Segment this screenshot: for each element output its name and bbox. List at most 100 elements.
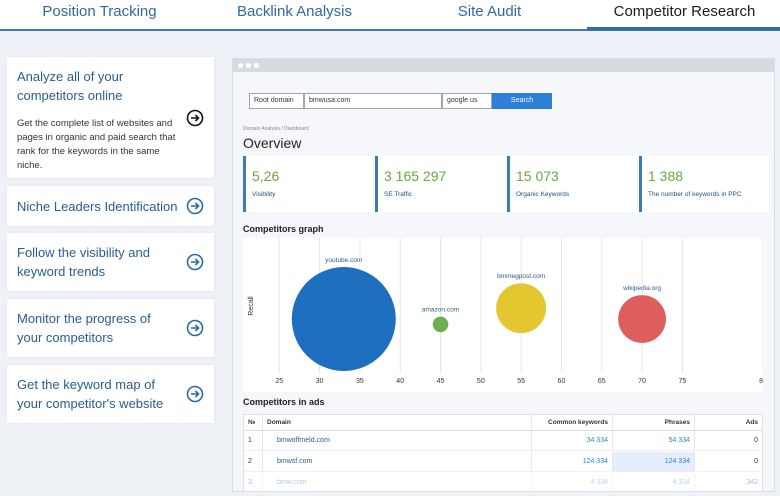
icon-arrow: [191, 390, 200, 398]
feature-card[interactable]: Get the keyword map of your competitor's…: [7, 365, 214, 423]
x-tick-label: 30: [316, 378, 324, 385]
icon-arrow: [191, 202, 200, 210]
window-bar: [233, 59, 774, 72]
x-tick-label: 70: [638, 378, 646, 385]
bubble-label: youtube.com: [325, 257, 362, 264]
feature-title: Analyze all of your competitors online: [17, 69, 124, 103]
arrow-icon: [186, 319, 204, 337]
search-row: Root domain bmwusa.com google.us Search: [243, 86, 554, 116]
ads-table: № Domain Common keywords Phrases Ads 1 bmwoffm…: [243, 414, 763, 492]
icon-circle: [186, 197, 204, 215]
tab[interactable]: Competitor Research: [587, 3, 780, 30]
icon-arrow: [191, 324, 200, 332]
window-dot: [254, 63, 259, 68]
table-cell: 3: [244, 473, 263, 491]
column-header: Phrases: [613, 415, 695, 431]
table-cell: bmw.com: [263, 473, 532, 491]
table-cell: 342: [695, 473, 762, 491]
table-cell: 0: [695, 452, 762, 472]
window-dot: [238, 63, 243, 68]
feature-title: Monitor the progress of your competitors: [17, 311, 151, 345]
query-input[interactable]: bmwusa.com: [304, 93, 442, 109]
bubble-label: wikipedia.org: [622, 285, 661, 292]
x-tick-label: 60: [558, 378, 566, 385]
table-cell: 124 334: [532, 452, 613, 472]
icon-circle: [186, 109, 204, 126]
competitors-graph: 25 30 35 40 45 50 55 60 65 70 75 85 Recall youtube.co…: [243, 238, 763, 392]
mode-select[interactable]: Root domain: [249, 93, 304, 109]
x-tick-label: 55: [517, 378, 525, 385]
icon-circle: [186, 385, 204, 403]
arrow-icon: [186, 253, 204, 271]
metric-card: 5,26 Visibility: [243, 156, 373, 212]
table-cell: bmwoffmeld.com: [263, 431, 532, 451]
arrow-icon: [186, 197, 204, 215]
table-cell: 2: [244, 452, 263, 472]
column-header: Ads: [695, 415, 762, 431]
arrow-icon: [186, 385, 204, 403]
ads-title: Competitors in ads: [243, 397, 325, 407]
metric-value: 3 165 297: [384, 168, 447, 184]
metric-value: 1 388: [648, 168, 684, 184]
bubble: [496, 283, 547, 334]
table-cell: 54 334: [613, 431, 695, 451]
icon-arrow: [191, 258, 200, 266]
feature-title: Niche Leaders Identification: [17, 199, 178, 214]
feature-card[interactable]: Monitor the progress of your competitors: [7, 299, 214, 357]
x-tick-label: 40: [396, 378, 404, 385]
metric-value: 5,26: [252, 168, 280, 184]
table-cell: bmwsf.com: [263, 452, 532, 472]
overview-title: Overview: [243, 135, 302, 151]
y-axis-label: Recall: [248, 296, 255, 316]
metric-label: Visibility: [252, 191, 276, 198]
table-cell: 4 334: [613, 473, 695, 491]
metric-card: 1 388 The number of keywords in PPC: [639, 156, 769, 212]
window-dot: [246, 63, 251, 68]
x-tick-label: 65: [598, 378, 606, 385]
table-cell: 4 334: [532, 473, 613, 491]
bubble: [291, 267, 396, 371]
column-header: Domain: [263, 415, 532, 431]
browser-window: Root domain bmwusa.com google.us Search …: [232, 58, 775, 492]
column-header: Common keywords: [532, 415, 613, 431]
x-tick-label: 85: [759, 378, 763, 385]
search-button[interactable]: Search: [492, 93, 552, 109]
table-cell: 1: [244, 431, 263, 451]
metric-card: 3 165 297 SE Traffic: [375, 156, 505, 212]
table-cell: 0: [695, 431, 762, 451]
breadcrumb: Domain Analysis / Dashboard: [243, 126, 309, 132]
tab[interactable]: Position Tracking: [42, 3, 157, 20]
graph-title: Competitors graph: [243, 224, 324, 234]
x-tick-label: 50: [477, 378, 485, 385]
metric-label: Organic Keywords: [516, 191, 570, 198]
feature-card[interactable]: Analyze all of your competitors online Ge…: [7, 57, 214, 178]
x-tick-label: 35: [356, 378, 364, 385]
feature-title: Follow the visibility and keyword trends: [17, 245, 150, 279]
metric-value: 15 073: [516, 168, 559, 184]
tab[interactable]: Backlink Analysis: [236, 3, 353, 20]
tab[interactable]: Site Audit: [457, 3, 522, 20]
x-tick-label: 25: [275, 378, 283, 385]
engine-select[interactable]: google.us: [442, 93, 492, 109]
bubble-label: bmmegpost.com: [497, 273, 545, 280]
feature-title: Get the keyword map of your competitor's…: [17, 377, 164, 411]
tab-bar: Position Tracking Backlink Analysis Site A…: [0, 0, 780, 31]
x-tick-label: 45: [437, 378, 445, 385]
table-cell: 124 334: [613, 452, 695, 472]
column-header: №: [244, 415, 263, 431]
bubble: [432, 316, 449, 333]
table-cell: 34 334: [532, 431, 613, 451]
metric-label: SE Traffic: [384, 191, 413, 198]
feature-card[interactable]: Niche Leaders Identification: [7, 186, 214, 226]
x-tick-label: 75: [678, 378, 686, 385]
metric-card: 15 073 Organic Keywords: [507, 156, 637, 212]
bubble: [618, 295, 666, 343]
arrow-icon: [186, 109, 204, 126]
icon-circle: [186, 319, 204, 337]
bubble-label: amazon.com: [422, 307, 459, 314]
metric-label: The number of keywords in PPC: [648, 191, 742, 198]
feature-card[interactable]: Follow the visibility and keyword trends: [7, 233, 214, 291]
feature-description: Get the complete list of websites and pa…: [17, 118, 176, 171]
icon-circle: [186, 253, 204, 271]
